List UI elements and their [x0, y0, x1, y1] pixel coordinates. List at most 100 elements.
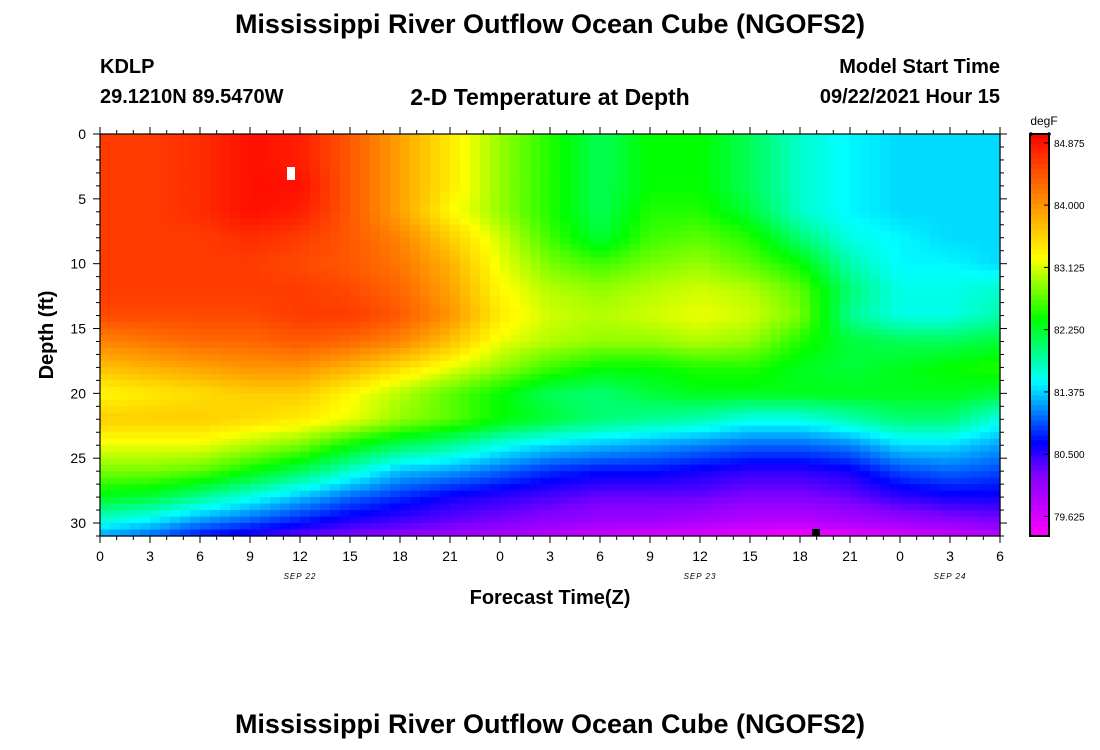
heatmap-cell [670, 458, 681, 466]
heatmap-cell [220, 231, 231, 239]
heatmap-cell [510, 335, 521, 343]
heatmap-cell [340, 179, 351, 187]
heatmap-cell [510, 276, 521, 284]
heatmap-cell [310, 224, 321, 232]
heatmap-cell [740, 347, 751, 356]
heatmap-cell [280, 360, 291, 369]
heatmap-cell [500, 276, 511, 284]
heatmap-cell [230, 276, 241, 284]
heatmap-cell [880, 302, 891, 310]
heatmap-cell [130, 296, 141, 304]
heatmap-cell [620, 134, 631, 142]
heatmap-cell [220, 159, 231, 168]
heatmap-cell [700, 224, 711, 232]
heatmap-cell [210, 412, 221, 420]
heatmap-cell [220, 458, 231, 466]
heatmap-cell [920, 211, 931, 219]
heatmap-cell [340, 464, 351, 472]
heatmap-cell [780, 328, 791, 336]
heatmap-cell [130, 140, 141, 148]
heatmap-cell [790, 328, 801, 336]
heatmap-cell [900, 425, 911, 433]
heatmap-cell [510, 360, 521, 369]
heatmap-cell [900, 309, 911, 317]
heatmap-cell [550, 179, 561, 187]
heatmap-cell [550, 419, 561, 427]
heatmap-cell [400, 373, 411, 381]
heatmap-cell [140, 419, 151, 427]
heatmap-cell [590, 257, 601, 265]
heatmap-cell [140, 458, 151, 466]
heatmap-cell [770, 257, 781, 265]
heatmap-cell [710, 231, 721, 239]
heatmap-cell [590, 159, 601, 168]
heatmap-cell [220, 354, 231, 362]
heatmap-cell [300, 438, 311, 446]
heatmap-cell [300, 250, 311, 258]
heatmap-cell [680, 328, 691, 336]
heatmap-cell [600, 347, 611, 356]
heatmap-cell [840, 322, 851, 330]
heatmap-cell [180, 412, 191, 420]
heatmap-cell [560, 205, 571, 213]
heatmap-cell [650, 224, 661, 232]
heatmap-cell [490, 471, 501, 479]
heatmap-cell [450, 451, 461, 459]
heatmap-cell [420, 464, 431, 472]
heatmap-cell [160, 484, 171, 492]
heatmap-cell [480, 211, 491, 219]
heatmap-cell [790, 393, 801, 401]
heatmap-cell [990, 477, 1001, 485]
heatmap-cell [890, 328, 901, 336]
heatmap-cell [810, 412, 821, 420]
heatmap-cell [340, 244, 351, 252]
heatmap-cell [420, 399, 431, 407]
heatmap-cell [910, 302, 921, 310]
heatmap-cell [920, 354, 931, 362]
heatmap-cell [320, 458, 331, 466]
heatmap-cell [320, 451, 331, 459]
heatmap-cell [250, 276, 261, 284]
heatmap-cell [930, 218, 941, 226]
heatmap-cell [150, 328, 161, 336]
heatmap-cell [280, 276, 291, 284]
heatmap-cell [500, 360, 511, 369]
heatmap-cell [360, 419, 371, 427]
heatmap-cell [630, 146, 641, 155]
heatmap-cell [470, 386, 481, 394]
heatmap-cell [210, 419, 221, 427]
heatmap-cell [570, 484, 581, 492]
heatmap-cell [320, 224, 331, 232]
heatmap-cell [510, 412, 521, 420]
heatmap-cell [150, 146, 161, 155]
heatmap-cell [480, 296, 491, 304]
heatmap-cell [110, 438, 121, 446]
heatmap-cell [740, 406, 751, 414]
heatmap-cell [640, 484, 651, 492]
heatmap-cell [210, 185, 221, 193]
heatmap-cell [100, 270, 111, 278]
heatmap-cell [600, 438, 611, 446]
heatmap-cell [530, 445, 541, 453]
heatmap-cell [620, 373, 631, 381]
heatmap-cell [160, 192, 171, 200]
heatmap-cell [820, 283, 831, 291]
heatmap-cell [250, 419, 261, 427]
heatmap-cell [370, 185, 381, 193]
heatmap-cell [890, 159, 901, 168]
heatmap-cell [430, 490, 441, 498]
heatmap-cell [880, 237, 891, 245]
heatmap-cell [140, 159, 151, 168]
heatmap-cell [590, 367, 601, 375]
heatmap-cell [570, 289, 581, 297]
heatmap-cell [100, 458, 111, 466]
heatmap-cell [820, 296, 831, 304]
heatmap-cell [760, 250, 771, 258]
heatmap-cell [380, 166, 391, 174]
heatmap-cell [360, 360, 371, 369]
heatmap-cell [120, 341, 131, 349]
heatmap-cell [570, 270, 581, 278]
heatmap-cell [990, 373, 1001, 381]
heatmap-cell [530, 373, 541, 381]
heatmap-cell [870, 296, 881, 304]
